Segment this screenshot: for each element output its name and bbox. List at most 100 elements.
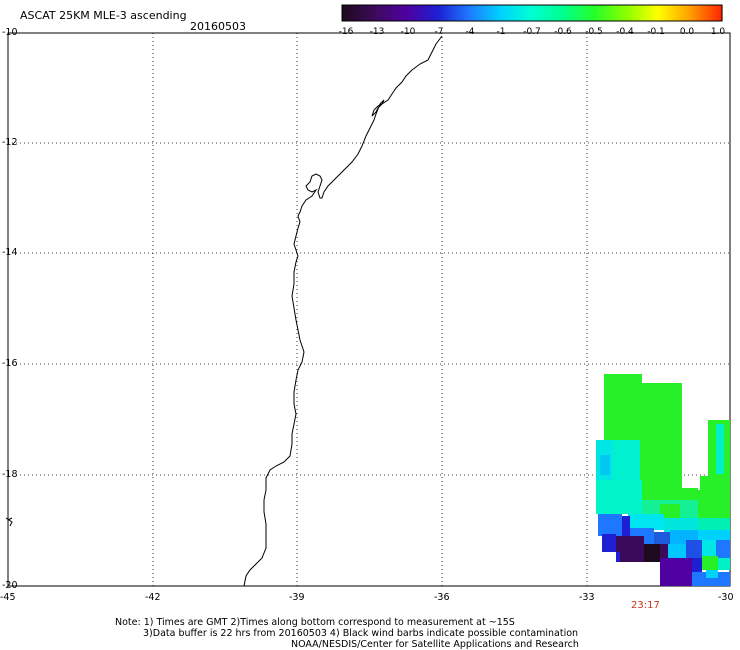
colorbar-segment (554, 5, 557, 21)
colorbar-segment (344, 5, 347, 21)
colorbar-segment (498, 5, 501, 21)
colorbar-segment (540, 5, 543, 21)
colorbar-segment (678, 5, 681, 21)
colorbar-segment (632, 5, 635, 21)
y-tick-label: -14 (2, 247, 18, 258)
colorbar-segment (374, 5, 377, 21)
colorbar-segment (612, 5, 615, 21)
colorbar-segment (664, 5, 667, 21)
colorbar-segment (708, 5, 711, 21)
colorbar-segment (714, 5, 717, 21)
colorbar-segment (418, 5, 421, 21)
colorbar-segment (454, 5, 457, 21)
colorbar-segment (648, 5, 651, 21)
colorbar-segment (592, 5, 595, 21)
colorbar-label: -10 (400, 27, 416, 37)
colorbar-label: -0.7 (523, 27, 541, 37)
colorbar-segment (490, 5, 493, 21)
colorbar-segment (574, 5, 577, 21)
colorbar-segment (352, 5, 355, 21)
colorbar-segment (460, 5, 463, 21)
colorbar-segment (646, 5, 649, 21)
x-tick-label: -45 (0, 592, 16, 603)
colorbar-segment (494, 5, 497, 21)
colorbar-segment (406, 5, 409, 21)
colorbar-segment (476, 5, 479, 21)
colorbar-segment (604, 5, 607, 21)
colorbar-segment (364, 5, 367, 21)
colorbar-segment (464, 5, 467, 21)
colorbar-segment (366, 5, 369, 21)
colorbar-segment (558, 5, 561, 21)
colorbar-segment (512, 5, 515, 21)
colorbar-segment (706, 5, 709, 21)
colorbar-segment (508, 5, 511, 21)
colorbar-segment (534, 5, 537, 21)
colorbar-segment (438, 5, 441, 21)
colorbar-segment (562, 5, 565, 21)
colorbar-segment (642, 5, 645, 21)
colorbar-segment (548, 5, 551, 21)
colorbar-segment (500, 5, 503, 21)
colorbar-segment (654, 5, 657, 21)
colorbar-segment (342, 5, 345, 21)
colorbar-segment (518, 5, 521, 21)
colorbar-segment (390, 5, 393, 21)
colorbar-segment (644, 5, 647, 21)
colorbar-segment (606, 5, 609, 21)
colorbar-segment (504, 5, 507, 21)
colorbar-segment (670, 5, 673, 21)
x-tick-label: -36 (434, 592, 450, 603)
colorbar-segment (492, 5, 495, 21)
colorbar-segment (468, 5, 471, 21)
colorbar-segment (552, 5, 555, 21)
colorbar-segment (424, 5, 427, 21)
colorbar-segment (510, 5, 513, 21)
colorbar-segment (682, 5, 685, 21)
colorbar-segment (532, 5, 535, 21)
colorbar-label: -0.1 (647, 27, 665, 37)
colorbar-segment (628, 5, 631, 21)
colorbar-segment (502, 5, 505, 21)
colorbar-segment (560, 5, 563, 21)
colorbar-segment (466, 5, 469, 21)
y-tick-label: -20 (2, 580, 18, 591)
colorbar-segment (696, 5, 699, 21)
colorbar-segment (428, 5, 431, 21)
colorbar-segment (472, 5, 475, 21)
colorbar-segment (626, 5, 629, 21)
colorbar-segment (452, 5, 455, 21)
colorbar-segment (718, 5, 721, 21)
colorbar-segment (514, 5, 517, 21)
y-tick-label: -16 (2, 358, 18, 369)
x-tick-label: -33 (579, 592, 595, 603)
colorbar-segment (542, 5, 545, 21)
note-line-2: 3)Data buffer is 22 hrs from 20160503 4)… (143, 628, 579, 639)
colorbar-segment (482, 5, 485, 21)
colorbar-segment (702, 5, 705, 21)
colorbar-segment (480, 5, 483, 21)
coastline (243, 35, 443, 587)
colorbar-label: 0.0 (679, 27, 695, 37)
colorbar-segment (662, 5, 665, 21)
colorbar-segment (372, 5, 375, 21)
colorbar-segment (590, 5, 593, 21)
colorbar-segment (530, 5, 533, 21)
colorbar-segment (710, 5, 713, 21)
colorbar-segment (524, 5, 527, 21)
colorbar-segment (630, 5, 633, 21)
colorbar-segment (402, 5, 405, 21)
colorbar-label: -0.4 (616, 27, 634, 37)
note-line-3: NOAA/NESDIS/Center for Satellite Applica… (291, 639, 579, 650)
colorbar-segment (544, 5, 547, 21)
colorbar-segment (528, 5, 531, 21)
colorbar-segment (346, 5, 349, 21)
colorbar-segment (566, 5, 569, 21)
colorbar-segment (608, 5, 611, 21)
colorbar-segment (580, 5, 583, 21)
pass-time-label: 23:17 (631, 600, 660, 611)
x-tick-label: -30 (718, 592, 734, 603)
colorbar-segment (600, 5, 603, 21)
colorbar-segment (586, 5, 589, 21)
colorbar-segment (684, 5, 687, 21)
